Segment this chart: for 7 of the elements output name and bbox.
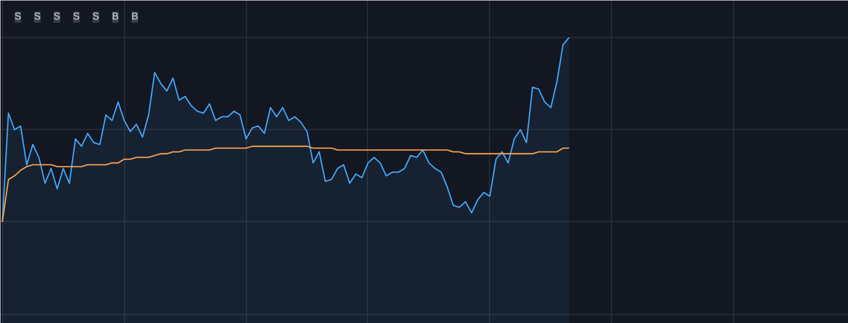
text: S — [92, 12, 100, 23]
text: B — [112, 12, 120, 23]
text: S — [14, 12, 22, 23]
text: S — [73, 12, 80, 23]
text: S — [34, 12, 42, 23]
text: S — [54, 12, 61, 23]
text: B — [132, 12, 139, 23]
